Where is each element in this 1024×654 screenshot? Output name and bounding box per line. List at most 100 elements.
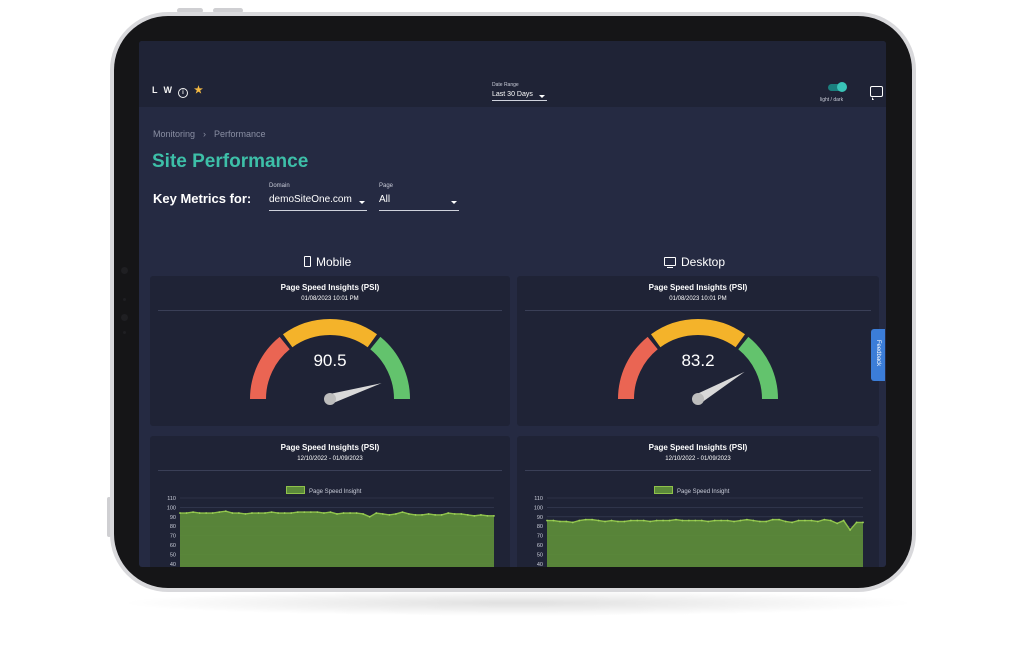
chevron-down-icon (539, 95, 545, 98)
chart-point (849, 529, 852, 531)
chart-point (427, 513, 430, 515)
phone-icon (304, 256, 311, 267)
psi-gauge (250, 319, 410, 405)
y-tick-label: 40 (170, 562, 176, 567)
y-tick-label: 90 (170, 515, 176, 521)
psi-area-chart: 110 100 90 80 70 60 50 40 (167, 496, 495, 567)
y-tick-label: 110 (167, 496, 176, 502)
card-divider (525, 470, 871, 471)
chart-point (434, 514, 437, 516)
date-range-select[interactable]: Date Range Last 30 Days (492, 82, 547, 101)
chart-point (765, 520, 768, 523)
card-timestamp: 01/08/2023 10:01 PM (669, 296, 727, 302)
chart-point (224, 510, 227, 513)
theme-toggle[interactable] (837, 82, 847, 92)
gauge-segment-high (370, 336, 410, 400)
breadcrumb-item-performance: Performance (214, 129, 266, 139)
star-icon: ★ (194, 85, 203, 96)
gauge-value: 83.2 (681, 351, 715, 370)
brand-letter: W (163, 85, 173, 95)
gauge-segment-low (250, 336, 290, 400)
chart-point (668, 519, 671, 522)
domain-value: demoSiteOne.com (269, 194, 367, 211)
breadcrumb-separator: › (203, 129, 207, 139)
chart-point (303, 511, 306, 513)
chart-point (810, 519, 813, 522)
chart-point (842, 519, 845, 522)
chart-point (473, 514, 476, 517)
chart-point (662, 519, 664, 522)
chart-point (578, 519, 581, 522)
chart-point (707, 520, 710, 523)
chart-point (401, 511, 404, 513)
domain-label: Domain (269, 183, 290, 189)
chart-point (296, 511, 299, 513)
chart-point (355, 512, 358, 514)
chart-point (720, 519, 723, 522)
chart-point (778, 518, 781, 521)
chart-point (323, 512, 325, 514)
chart-point (244, 513, 247, 515)
chart-point (368, 515, 371, 518)
legend-swatch (286, 486, 305, 494)
breadcrumb-item-monitoring[interactable]: Monitoring (153, 129, 196, 139)
y-tick-label: 60 (537, 543, 543, 549)
chart-point (829, 519, 832, 522)
chart-point (336, 513, 338, 515)
info-icon: i (178, 88, 188, 98)
chart-legend[interactable]: Page Speed Insight (286, 486, 361, 495)
chart-point (198, 512, 201, 514)
chart-point (771, 518, 774, 521)
chart-point (642, 519, 645, 522)
gauge-segment-mid (650, 319, 746, 348)
chart-point (687, 519, 690, 522)
card-title: Page Speed Insights (PSI) (280, 443, 380, 452)
chat-icon[interactable] (870, 86, 883, 100)
chart-point (739, 519, 742, 522)
desktop-heading: Desktop (664, 255, 725, 269)
page-title: Site Performance (152, 151, 309, 172)
feedback-tab[interactable]: Feedback (871, 329, 885, 381)
chart-point (681, 519, 684, 522)
sensor-icon (123, 331, 126, 334)
page-select[interactable]: Page All (379, 183, 459, 211)
chart-point (617, 520, 619, 523)
y-tick-label: 80 (537, 524, 543, 530)
key-metrics-label: Key Metrics for: (153, 191, 252, 206)
chart-point (591, 518, 594, 521)
chart-point (784, 520, 787, 523)
card-title: Page Speed Insights (PSI) (280, 283, 380, 292)
card-divider (158, 470, 502, 471)
chart-point (804, 519, 806, 522)
device-volume-button (177, 8, 203, 13)
chart-point (862, 521, 864, 524)
chart-point (257, 512, 260, 514)
chart-point (466, 514, 469, 516)
y-tick-label: 70 (537, 534, 543, 540)
chart-point (251, 512, 253, 514)
chart-legend[interactable]: Page Speed Insight (654, 486, 729, 495)
gauge-needle (695, 371, 745, 404)
chart-point (453, 513, 456, 515)
card-divider (525, 310, 871, 311)
chart-point (394, 513, 397, 515)
brand-letter: L (152, 85, 158, 95)
chart-point (218, 511, 221, 513)
theme-toggle-track[interactable] (828, 84, 844, 91)
chart-point (746, 518, 748, 521)
y-tick-label: 90 (537, 515, 543, 521)
chart-area (547, 519, 863, 567)
chart-point (264, 512, 266, 514)
theme-toggle-label: light / dark (820, 97, 844, 103)
card-date-range: 12/10/2022 - 01/09/2023 (297, 456, 363, 462)
domain-select[interactable]: Domain demoSiteOne.com (269, 183, 367, 211)
y-tick-label: 40 (537, 562, 543, 567)
chart-point (316, 511, 319, 513)
chart-area (180, 511, 494, 567)
sensor-icon (123, 298, 126, 301)
chart-point (480, 514, 482, 516)
chart-point (700, 519, 703, 522)
chart-point (283, 512, 286, 514)
chart-point (816, 520, 819, 523)
